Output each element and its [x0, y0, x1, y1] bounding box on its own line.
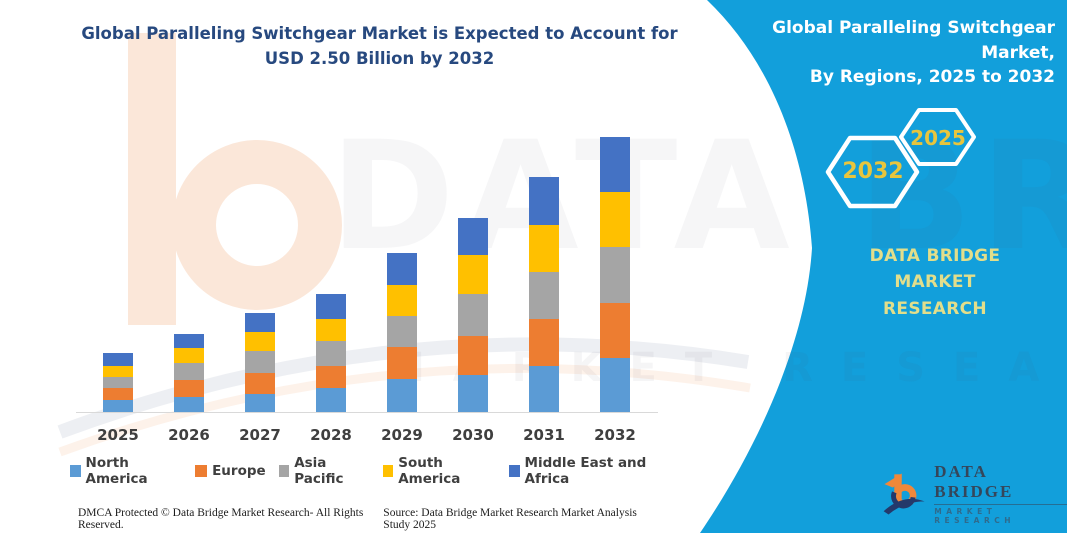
hexagon-2032-icon — [825, 135, 920, 209]
x-axis-label-2029: 2029 — [381, 426, 423, 444]
bar-segment-europe-2027 — [245, 373, 275, 394]
bar-segment-north-america-2027 — [245, 394, 275, 412]
hexagon-2025-label: 2025 — [910, 126, 966, 150]
legend-item-asia-pacific: Asia Pacific — [278, 455, 370, 487]
brand-text-line2: RESEARCH — [883, 298, 987, 319]
legend-swatch-icon — [382, 465, 394, 477]
legend-label: Middle East and Africa — [524, 455, 647, 487]
bar-segment-middle-east-and-africa-2029 — [387, 253, 417, 285]
legend-label: Europe — [212, 463, 266, 479]
dbmr-logo: DATA BRIDGE MARKET RESEARCH — [882, 462, 1067, 525]
bar-segment-middle-east-and-africa-2031 — [529, 177, 559, 225]
bar-segment-south-america-2028 — [316, 319, 346, 341]
logo-name-text: DATA BRIDGE — [934, 462, 1067, 505]
bar-segment-middle-east-and-africa-2026 — [174, 334, 204, 348]
bar-segment-south-america-2025 — [103, 366, 133, 377]
bar-segment-middle-east-and-africa-2032 — [600, 137, 630, 192]
hexagon-2025-icon — [899, 108, 976, 166]
bar-segment-south-america-2026 — [174, 348, 204, 363]
legend-label: Asia Pacific — [294, 455, 344, 487]
bar-segment-north-america-2030 — [458, 375, 488, 412]
legend-item-south-america: South America — [382, 455, 496, 487]
bar-segment-europe-2031 — [529, 319, 559, 366]
bar-segment-europe-2025 — [103, 388, 133, 400]
right-panel-title-line2: By Regions, 2025 to 2032 — [809, 67, 1055, 88]
legend-swatch-icon — [195, 465, 208, 477]
bar-segment-europe-2030 — [458, 336, 488, 375]
bar-segment-south-america-2032 — [600, 192, 630, 247]
bar-segment-asia-pacific-2032 — [600, 247, 630, 303]
bar-segment-middle-east-and-africa-2027 — [245, 313, 275, 332]
legend-item-middle-east-and-africa: Middle East and Africa — [509, 455, 675, 487]
bar-segment-europe-2029 — [387, 347, 417, 379]
logo-subtitle-text: MARKET RESEARCH — [934, 507, 1016, 525]
bar-segment-north-america-2028 — [316, 388, 346, 412]
watermark-ghost-subtext: MARKET RESEARCH — [385, 345, 1067, 391]
x-axis-label-2025: 2025 — [97, 426, 139, 444]
right-panel-title: Global Paralleling Switchgear Market, By… — [740, 16, 1055, 90]
bar-segment-middle-east-and-africa-2025 — [103, 353, 133, 366]
bar-segment-europe-2032 — [600, 303, 630, 358]
legend-swatch-icon — [70, 465, 81, 477]
legend-swatch-icon — [509, 465, 520, 477]
bar-segment-south-america-2031 — [529, 225, 559, 272]
bar-segment-south-america-2027 — [245, 332, 275, 351]
x-axis-label-2026: 2026 — [168, 426, 210, 444]
bar-segment-europe-2028 — [316, 366, 346, 388]
x-axis-label-2028: 2028 — [310, 426, 352, 444]
legend-swatch-icon — [278, 465, 290, 477]
x-axis-label-2027: 2027 — [239, 426, 281, 444]
bar-segment-asia-pacific-2031 — [529, 272, 559, 319]
footer: DMCA Protected © Data Bridge Market Rese… — [78, 507, 666, 531]
hexagon-2032-label: 2032 — [842, 159, 904, 184]
brand-text: DATA BRIDGE MARKET RESEARCH — [830, 243, 1040, 322]
right-panel-title-line1: Global Paralleling Switchgear Market, — [772, 18, 1055, 63]
bar-segment-north-america-2026 — [174, 397, 204, 412]
legend-label: North America — [85, 455, 148, 487]
brand-text-line1: DATA BRIDGE MARKET — [869, 246, 1001, 293]
bar-segment-south-america-2029 — [387, 285, 417, 316]
bar-segment-europe-2026 — [174, 380, 204, 397]
bar-segment-asia-pacific-2030 — [458, 294, 488, 336]
watermark-ghost-text: DATA BRIDGE — [330, 110, 1067, 284]
footer-source-text: Source: Data Bridge Market Research Mark… — [383, 507, 637, 531]
watermark-b-stem — [128, 33, 176, 325]
bar-segment-asia-pacific-2029 — [387, 316, 417, 347]
footer-dmca-text: DMCA Protected © Data Bridge Market Rese… — [78, 507, 364, 531]
bar-segment-north-america-2032 — [600, 358, 630, 412]
chart-title: Global Paralleling Switchgear Market is … — [81, 24, 678, 68]
bar-segment-north-america-2031 — [529, 366, 559, 412]
bar-segment-middle-east-and-africa-2030 — [458, 218, 488, 255]
x-axis-line — [76, 412, 658, 413]
legend-item-europe: Europe — [195, 463, 266, 479]
bar-segment-north-america-2029 — [387, 379, 417, 412]
bar-segment-south-america-2030 — [458, 255, 488, 294]
chart-legend: North America Europe Asia Pacific South Ame… — [70, 455, 675, 487]
bar-segment-asia-pacific-2027 — [245, 351, 275, 373]
bar-segment-asia-pacific-2025 — [103, 377, 133, 388]
x-axis-label-2030: 2030 — [452, 426, 494, 444]
data-bridge-b-icon — [883, 473, 925, 514]
bar-segment-asia-pacific-2028 — [316, 341, 346, 366]
legend-label: South America — [398, 455, 461, 487]
legend-item-north-america: North America — [70, 455, 182, 487]
bar-segment-middle-east-and-africa-2028 — [316, 294, 346, 319]
x-axis-label-2032: 2032 — [594, 426, 636, 444]
bar-segment-north-america-2025 — [103, 400, 133, 412]
bar-segment-asia-pacific-2026 — [174, 363, 204, 380]
x-axis-label-2031: 2031 — [523, 426, 565, 444]
